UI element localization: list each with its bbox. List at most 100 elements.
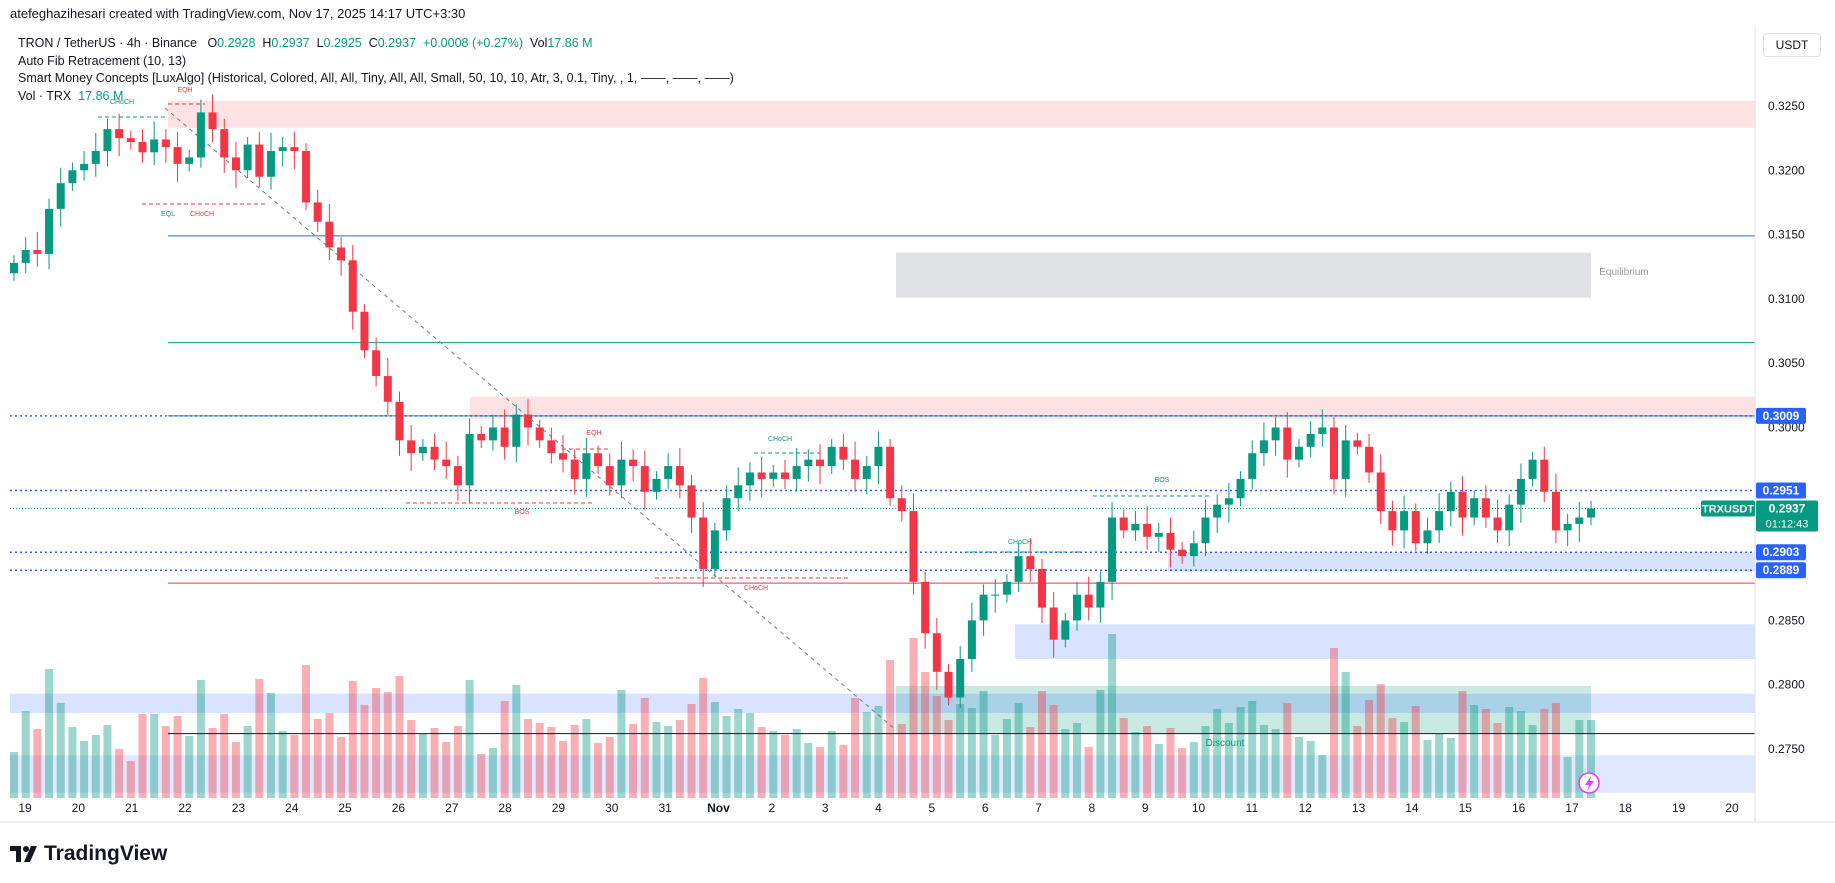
candle bbox=[1178, 541, 1187, 564]
candle bbox=[1213, 494, 1222, 533]
volume-bar bbox=[68, 727, 77, 798]
volume-bar bbox=[664, 726, 673, 798]
volume-bar bbox=[1330, 648, 1339, 798]
annotation-choch: CHoCH bbox=[110, 99, 134, 106]
candle bbox=[991, 579, 1000, 613]
volume-bar bbox=[523, 719, 532, 798]
candle bbox=[68, 162, 77, 191]
volume-label: Vol bbox=[529, 36, 548, 50]
volume-bar bbox=[839, 745, 848, 798]
candle bbox=[1493, 499, 1502, 544]
candle bbox=[1002, 574, 1011, 603]
svg-text:0.2903: 0.2903 bbox=[1763, 545, 1800, 559]
annotation-bos: BOS bbox=[515, 509, 530, 516]
equilibrium-zone bbox=[896, 252, 1591, 298]
volume-bar bbox=[1306, 741, 1315, 798]
candle bbox=[1259, 422, 1268, 467]
candle bbox=[523, 399, 532, 446]
x-tick-label: 15 bbox=[1459, 801, 1473, 815]
volume-bar bbox=[465, 680, 474, 798]
volume-bar bbox=[1481, 709, 1490, 798]
currency-selector[interactable]: USDT bbox=[1763, 33, 1821, 57]
volume-bar bbox=[1587, 720, 1595, 798]
legend-symbol-row[interactable]: TRON / TetherUS · 4h · Binance O0.2928 H… bbox=[18, 35, 734, 53]
x-tick-label: 14 bbox=[1405, 801, 1419, 815]
x-tick-label: 19 bbox=[1672, 801, 1686, 815]
candle bbox=[617, 441, 626, 499]
x-tick-label: 16 bbox=[1512, 801, 1526, 815]
candle bbox=[921, 571, 930, 649]
indicator-fib[interactable]: Auto Fib Retracement (10, 13) bbox=[18, 53, 187, 68]
volume-bar bbox=[816, 747, 825, 798]
volume-bar bbox=[897, 724, 906, 798]
candle bbox=[91, 133, 100, 177]
candle bbox=[383, 358, 392, 415]
volume-bar bbox=[1119, 718, 1128, 798]
volume-bar bbox=[710, 702, 719, 798]
volume-bar bbox=[909, 638, 918, 798]
last-price-tag: 0.2937 01:12:43 bbox=[1756, 500, 1818, 532]
candle bbox=[150, 121, 159, 166]
volume-bar bbox=[1131, 732, 1140, 798]
candle bbox=[80, 151, 89, 181]
candle bbox=[1423, 517, 1432, 554]
candle bbox=[1458, 476, 1467, 536]
y-tick-label: 0.2850 bbox=[1768, 613, 1805, 627]
bar-countdown: 01:12:43 bbox=[1766, 519, 1809, 531]
volume-bar bbox=[442, 742, 451, 798]
candle bbox=[1061, 612, 1070, 648]
candle bbox=[1236, 471, 1245, 506]
candle bbox=[1283, 412, 1292, 478]
volume-bar bbox=[1540, 709, 1549, 798]
y-tick-label: 0.3250 bbox=[1768, 99, 1805, 113]
x-tick-label: 6 bbox=[982, 801, 989, 815]
candle bbox=[290, 131, 299, 170]
indicator-smc[interactable]: Smart Money Concepts [LuxAlgo] (Historic… bbox=[18, 71, 734, 85]
candle bbox=[512, 404, 521, 463]
candle bbox=[1073, 581, 1082, 631]
lightning-icon[interactable] bbox=[1578, 772, 1600, 794]
volume-bar bbox=[150, 714, 159, 798]
volume-bar bbox=[1236, 707, 1245, 798]
candle bbox=[827, 439, 836, 474]
volume-bar bbox=[687, 704, 696, 798]
candle bbox=[734, 467, 743, 512]
x-tick-label: 25 bbox=[338, 801, 352, 815]
candle bbox=[1084, 576, 1093, 621]
candle bbox=[757, 457, 766, 497]
candle bbox=[302, 143, 311, 211]
candle bbox=[1376, 454, 1385, 524]
volume-bar bbox=[979, 691, 988, 798]
candle bbox=[1388, 500, 1397, 546]
x-tick-label: 19 bbox=[18, 801, 32, 815]
candle bbox=[1400, 495, 1409, 549]
candle bbox=[430, 433, 439, 470]
candle bbox=[1166, 517, 1175, 568]
price-label: 0.2951 bbox=[1756, 482, 1806, 499]
x-tick-label: 20 bbox=[1725, 801, 1739, 815]
volume-bar bbox=[1259, 725, 1268, 798]
volume-bar bbox=[956, 704, 965, 798]
volume-bar bbox=[1376, 684, 1385, 798]
volume-bar bbox=[780, 735, 789, 798]
candle bbox=[1224, 482, 1233, 523]
indicator-volume[interactable]: Vol · TRX 17.86 M bbox=[18, 88, 734, 106]
candle bbox=[231, 142, 240, 189]
tradingview-logo[interactable]: TradingView bbox=[10, 842, 167, 866]
x-tick-label: 2 bbox=[768, 801, 775, 815]
candle bbox=[1154, 522, 1163, 553]
volume-bar bbox=[1073, 723, 1082, 798]
candle bbox=[1587, 500, 1595, 526]
candle bbox=[570, 449, 579, 495]
x-tick-label: 13 bbox=[1352, 801, 1366, 815]
x-tick-label: 11 bbox=[1246, 801, 1259, 815]
volume-bar bbox=[1470, 705, 1479, 798]
volume-row-label: Vol · TRX bbox=[18, 88, 72, 103]
candle bbox=[851, 441, 860, 492]
candle bbox=[255, 131, 264, 188]
volume-bar bbox=[1084, 747, 1093, 798]
volume-bar bbox=[231, 742, 240, 798]
annotation-discount: Discount bbox=[1206, 738, 1245, 749]
volume-bar bbox=[851, 698, 860, 798]
